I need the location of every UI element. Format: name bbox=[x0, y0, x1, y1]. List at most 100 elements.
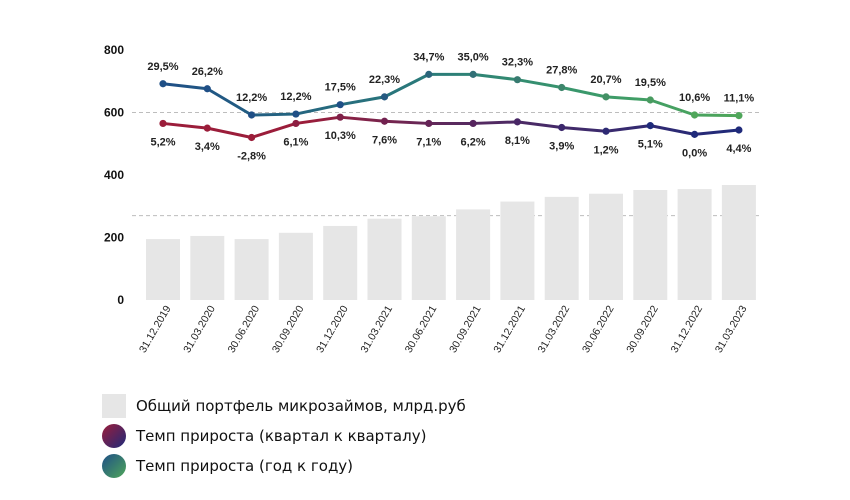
x-tick-label: 31.12.2021 bbox=[491, 303, 528, 355]
yoy-data-label: 17,5% bbox=[325, 82, 356, 94]
yoy-data-label: 35,0% bbox=[457, 51, 488, 63]
legend-item-qoq: Темп прироста (квартал к кварталу) bbox=[102, 422, 466, 450]
legend-label-qoq: Темп прироста (квартал к кварталу) bbox=[136, 427, 427, 445]
legend-swatch-yoy bbox=[102, 454, 126, 478]
bar-portfolio bbox=[278, 232, 313, 300]
yoy-data-label: 32,3% bbox=[502, 57, 533, 69]
bar-portfolio bbox=[721, 185, 756, 300]
series-lines bbox=[159, 70, 743, 142]
y-tick-label: 600 bbox=[104, 106, 124, 120]
y-tick-label: 800 bbox=[104, 43, 124, 57]
yoy-data-label: 11,1% bbox=[724, 93, 755, 105]
qoq-point bbox=[159, 119, 167, 128]
qoq-data-label: 7,6% bbox=[372, 134, 397, 146]
bar-portfolio bbox=[677, 189, 712, 300]
y-tick-label: 0 bbox=[117, 293, 124, 307]
legend-label-portfolio: Общий портфель микрозаймов, млрд.руб bbox=[136, 397, 466, 415]
bar-portfolio bbox=[589, 193, 623, 300]
x-tick-label: 31.03.2022 bbox=[536, 303, 573, 355]
x-tick-label: 30.06.2022 bbox=[580, 303, 617, 355]
qoq-point bbox=[248, 133, 256, 142]
x-tick-label: 31.03.2023 bbox=[713, 303, 750, 355]
legend-label-yoy: Темп прироста (год к году) bbox=[136, 457, 354, 475]
yoy-data-label: 12,2% bbox=[280, 91, 311, 103]
yoy-data-label: 22,3% bbox=[369, 74, 400, 86]
x-tick-label: 30.09.2021 bbox=[447, 303, 484, 355]
x-tick-label: 30.06.2021 bbox=[403, 303, 440, 355]
bar-portfolio bbox=[544, 196, 579, 300]
qoq-data-label: 1,2% bbox=[593, 144, 618, 156]
y-tick-label: 200 bbox=[104, 231, 124, 245]
qoq-data-label: 7,1% bbox=[416, 136, 441, 148]
bar-portfolio bbox=[456, 209, 491, 300]
yoy-point bbox=[425, 70, 433, 78]
legend-item-portfolio: Общий портфель микрозаймов, млрд.руб bbox=[102, 392, 466, 420]
qoq-point bbox=[513, 118, 522, 126]
qoq-data-label: 8,1% bbox=[505, 135, 530, 147]
qoq-point bbox=[558, 123, 566, 132]
qoq-data-label: -2,8% bbox=[237, 151, 266, 163]
yoy-point bbox=[646, 96, 654, 104]
yoy-point bbox=[513, 76, 522, 84]
legend: Общий портфель микрозаймов, млрд.руб Тем… bbox=[102, 392, 466, 482]
x-tick-label: 31.03.2021 bbox=[358, 303, 395, 355]
qoq-point bbox=[203, 124, 211, 132]
yoy-line bbox=[161, 72, 741, 118]
yoy-data-label: 10,6% bbox=[679, 92, 710, 104]
qoq-point bbox=[602, 127, 610, 135]
bar-portfolio bbox=[190, 235, 225, 300]
qoq-point bbox=[425, 119, 433, 128]
x-axis: 31.12.2019 31.03.2020 30.06.2020 30.09.2020… bbox=[137, 303, 750, 355]
yoy-data-label: 29,5% bbox=[147, 61, 178, 73]
yoy-point bbox=[558, 83, 566, 92]
yoy-data-label: 34,7% bbox=[413, 51, 444, 63]
qoq-point bbox=[292, 119, 300, 128]
x-tick-label: 31.12.2022 bbox=[669, 303, 706, 355]
bar-portfolio bbox=[146, 239, 180, 300]
qoq-data-label: 4,4% bbox=[726, 143, 751, 155]
yoy-point bbox=[159, 80, 167, 88]
x-tick-label: 30.09.2020 bbox=[270, 303, 307, 355]
x-tick-label: 30.09.2022 bbox=[624, 303, 661, 355]
x-tick-label: 31.12.2020 bbox=[314, 303, 351, 355]
y-tick-label: 400 bbox=[104, 168, 124, 182]
bar-portfolio bbox=[500, 201, 535, 300]
qoq-line bbox=[161, 115, 741, 139]
qoq-point bbox=[380, 117, 389, 125]
yoy-point bbox=[336, 101, 344, 109]
qoq-point bbox=[691, 130, 699, 138]
qoq-data-label: 5,2% bbox=[150, 136, 175, 148]
yoy-point bbox=[248, 111, 256, 119]
qoq-point bbox=[469, 119, 477, 128]
bar-portfolio bbox=[367, 218, 402, 300]
legend-swatch-qoq bbox=[102, 424, 126, 448]
x-tick-label: 31.12.2019 bbox=[137, 303, 174, 355]
x-tick-label: 31.03.2020 bbox=[181, 303, 218, 355]
yoy-data-label: 12,2% bbox=[236, 92, 267, 104]
qoq-data-label: 3,9% bbox=[549, 141, 574, 153]
legend-item-yoy: Темп прироста (год к году) bbox=[102, 452, 466, 480]
qoq-data-label: 5,1% bbox=[638, 139, 663, 151]
yoy-data-label: 26,2% bbox=[192, 66, 223, 78]
y-axis: 0 200 400 600 800 bbox=[104, 43, 124, 307]
qoq-data-label: 6,1% bbox=[283, 136, 308, 148]
qoq-point bbox=[735, 126, 743, 134]
yoy-point bbox=[380, 93, 389, 101]
yoy-point bbox=[735, 112, 743, 120]
qoq-data-label: 3,4% bbox=[195, 141, 220, 153]
bar-portfolio bbox=[323, 225, 358, 300]
qoq-data-label: 10,3% bbox=[325, 130, 356, 142]
x-tick-label: 30.06.2020 bbox=[226, 303, 263, 355]
yoy-data-label: 19,5% bbox=[635, 77, 666, 89]
qoq-data-label: 6,2% bbox=[461, 136, 486, 148]
qoq-point bbox=[646, 122, 654, 130]
bar-portfolio bbox=[633, 190, 668, 300]
legend-swatch-portfolio bbox=[102, 394, 126, 418]
yoy-point bbox=[602, 93, 610, 101]
bar-portfolio bbox=[411, 216, 446, 300]
yoy-data-label: 20,7% bbox=[590, 74, 621, 86]
bars bbox=[146, 185, 756, 300]
qoq-point bbox=[336, 113, 344, 121]
qoq-data-label: 0,0% bbox=[682, 147, 707, 159]
